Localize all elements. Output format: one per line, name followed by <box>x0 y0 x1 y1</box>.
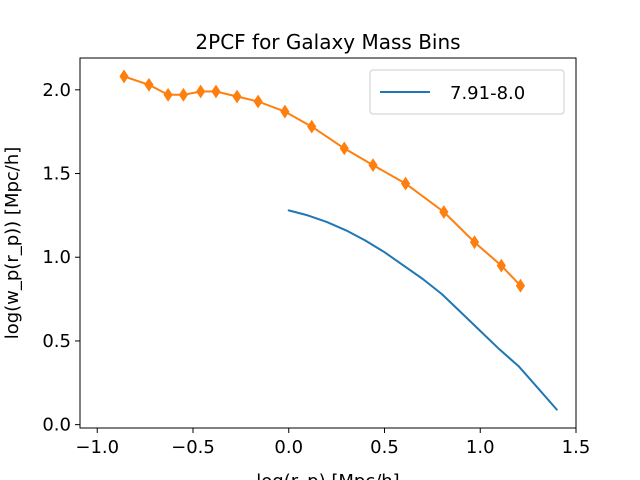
series-1-point <box>469 235 480 250</box>
series-1-point <box>119 69 129 84</box>
series-1-point <box>280 104 290 119</box>
y-tick-label: 2.0 <box>42 80 71 101</box>
x-tick-label: 1.0 <box>466 437 495 458</box>
y-tick-label: 1.5 <box>42 164 71 185</box>
series-1-point <box>515 278 526 293</box>
x-tick-label: 0.0 <box>274 437 303 458</box>
x-tick-label: 1.5 <box>562 437 591 458</box>
series-0-line <box>287 209 558 411</box>
y-tick-label: 0.0 <box>42 415 71 436</box>
x-tick-label: 0.5 <box>370 437 399 458</box>
series-1-point <box>400 176 411 191</box>
legend: 7.91-8.0 <box>369 69 565 115</box>
y-tick-label: 0.5 <box>42 331 71 352</box>
series-1-point <box>339 141 349 156</box>
x-tick-label: −0.5 <box>171 437 215 458</box>
series-1-point <box>196 84 206 99</box>
series-1-point <box>368 158 378 173</box>
axis-ticks: −1.0 −0.5 0.0 0.5 1.0 1.5 0.0 0.5 1.0 1.5 2.0 <box>42 80 590 458</box>
series-1-point <box>163 87 173 102</box>
x-tick-label: −1.0 <box>75 437 119 458</box>
series-1-point <box>144 77 154 92</box>
series-1-point <box>439 205 449 219</box>
x-axis-label: log(r_p) [Mpc/h] <box>256 471 399 480</box>
legend-box <box>369 69 565 115</box>
legend-entry-label: 7.91-8.0 <box>450 83 525 104</box>
series-1-point <box>178 87 189 102</box>
series-1-point <box>496 258 506 273</box>
y-tick-label: 1.0 <box>42 247 71 268</box>
chart-title: 2PCF for Galaxy Mass Bins <box>195 30 460 54</box>
series-1-point <box>211 84 221 99</box>
y-axis-label: log(w_p(r_p)) [Mpc/h] <box>2 147 23 340</box>
axes-frame <box>79 57 577 429</box>
plot-area <box>119 69 558 411</box>
series-1-point <box>253 94 263 109</box>
series-1-point <box>232 89 242 104</box>
series-1-point <box>307 119 317 134</box>
